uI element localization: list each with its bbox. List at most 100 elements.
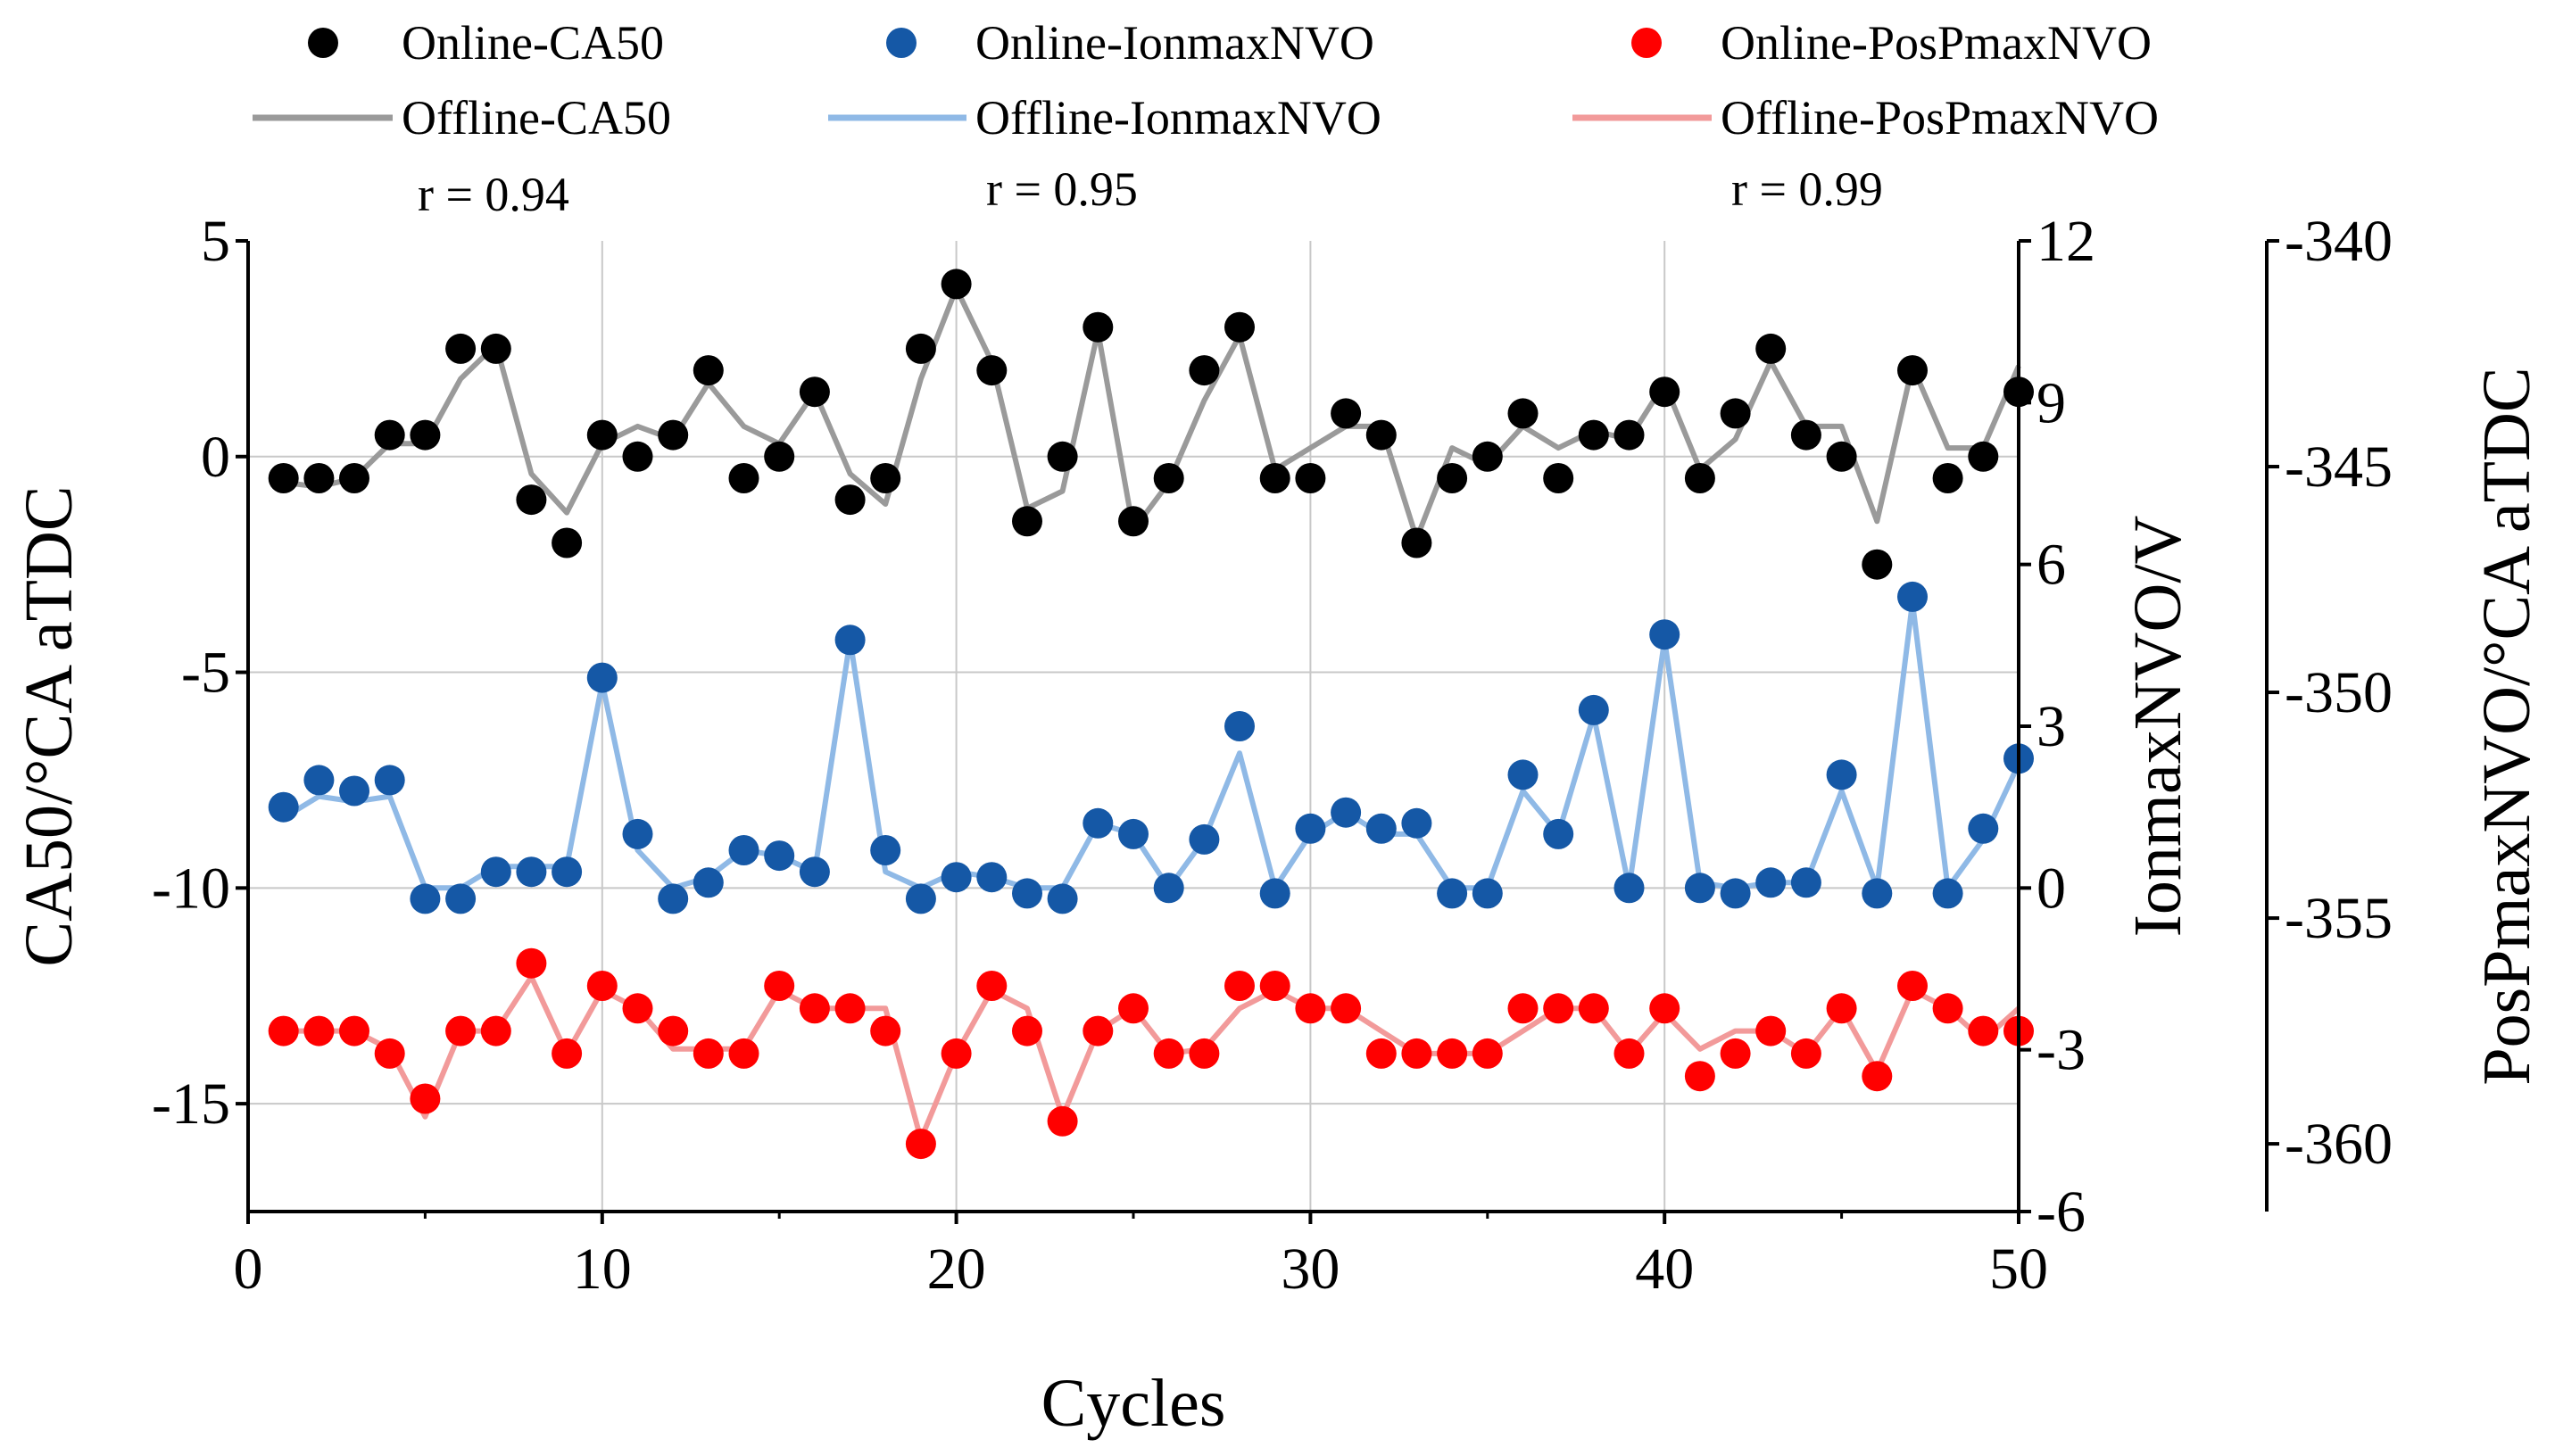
data-point-online-ionmaxnvo <box>552 856 583 888</box>
right1-y-tick-label: -6 <box>2037 1179 2086 1245</box>
left-y-tick-label: 5 <box>201 209 230 274</box>
x-tick-label: 50 <box>1989 1237 2048 1302</box>
data-point-online-ionmaxnvo <box>728 835 759 865</box>
data-point-online-pospmaxnvo <box>268 1015 299 1046</box>
data-point-online-ionmaxnvo <box>622 818 653 849</box>
x-tick-label: 20 <box>927 1237 986 1302</box>
data-point-online-ionmaxnvo <box>1613 873 1645 904</box>
data-point-online-ca50 <box>1472 441 1503 472</box>
data-point-online-pospmaxnvo <box>1649 993 1680 1024</box>
left-axis-title: CA50/°CA aTDC <box>12 485 87 966</box>
data-point-online-ionmaxnvo <box>658 883 689 914</box>
data-point-online-ca50 <box>905 333 936 364</box>
data-point-online-ca50 <box>1507 398 1539 429</box>
data-point-online-pospmaxnvo <box>693 1038 724 1069</box>
data-point-online-ionmaxnvo <box>410 883 441 914</box>
data-point-online-ionmaxnvo <box>374 765 405 796</box>
legend-marker-online-posppmaxnvo <box>1631 28 1662 58</box>
data-point-online-pospmaxnvo <box>1826 993 1857 1024</box>
data-point-online-ca50 <box>586 419 618 451</box>
data-point-online-ca50 <box>516 484 547 516</box>
left-y-tick-label: 0 <box>201 425 230 490</box>
legend-label-online-ionmaxnvo: Online-IonmaxNVO <box>975 16 1374 70</box>
data-point-online-pospmaxnvo <box>1720 1038 1751 1069</box>
data-point-online-pospmaxnvo <box>834 993 866 1024</box>
data-point-online-pospmaxnvo <box>303 1015 335 1046</box>
data-point-online-ionmaxnvo <box>268 791 299 823</box>
data-point-online-ca50 <box>303 463 335 493</box>
data-point-online-ionmaxnvo <box>1968 813 1999 844</box>
data-point-online-ca50 <box>976 355 1008 386</box>
data-point-online-ca50 <box>693 355 724 386</box>
data-point-online-ionmaxnvo <box>1932 878 1963 909</box>
legend-label-online-posppmaxnvo: Online-PosPmaxNVO <box>1721 16 2152 70</box>
data-point-online-ionmaxnvo <box>1365 813 1397 844</box>
data-point-online-ionmaxnvo <box>1507 759 1539 790</box>
data-point-online-ionmaxnvo <box>445 883 477 914</box>
data-point-online-ca50 <box>374 419 405 451</box>
data-point-online-ca50 <box>1118 506 1149 537</box>
data-point-online-ionmaxnvo <box>1118 818 1149 849</box>
data-point-online-ca50 <box>1790 419 1821 451</box>
data-point-online-pospmaxnvo <box>622 993 653 1024</box>
data-point-online-pospmaxnvo <box>516 947 547 979</box>
left-y-tick-label: -15 <box>152 1071 230 1137</box>
data-point-online-ionmaxnvo <box>905 883 936 914</box>
data-point-online-ca50 <box>339 463 369 493</box>
data-point-online-ionmaxnvo <box>1047 883 1078 914</box>
right1-y-tick-label: 3 <box>2037 694 2066 759</box>
legend-label-offline-ca50: Offline-CA50 <box>402 91 671 145</box>
data-point-online-ionmaxnvo <box>1543 818 1574 849</box>
data-point-online-ca50 <box>1968 441 1999 472</box>
data-point-online-ionmaxnvo <box>976 862 1008 893</box>
data-point-online-ionmaxnvo <box>516 856 547 888</box>
data-point-online-ionmaxnvo <box>1790 867 1821 898</box>
data-point-online-pospmaxnvo <box>1401 1038 1432 1069</box>
data-point-online-pospmaxnvo <box>941 1038 972 1069</box>
data-point-online-pospmaxnvo <box>339 1015 369 1046</box>
right1-y-tick-label: 9 <box>2037 370 2066 435</box>
legend-label-offline-ionmaxnvo: Offline-IonmaxNVO <box>975 91 1381 145</box>
legend-label-online-ca50: Online-CA50 <box>402 16 664 70</box>
data-point-online-pospmaxnvo <box>1189 1038 1220 1069</box>
data-point-online-ionmaxnvo <box>586 662 618 693</box>
x-tick-label: 10 <box>573 1237 632 1302</box>
r-value-posppmaxnvo: r = 0.99 <box>1731 162 1883 216</box>
data-point-online-pospmaxnvo <box>1365 1038 1397 1069</box>
data-point-online-ca50 <box>1932 463 1963 493</box>
legend-marker-online-ca50 <box>308 28 338 58</box>
data-point-online-pospmaxnvo <box>445 1015 477 1046</box>
x-axis-title: Cycles <box>1041 1366 1226 1441</box>
data-point-online-pospmaxnvo <box>1684 1061 1715 1092</box>
data-point-online-pospmaxnvo <box>374 1038 405 1069</box>
data-point-online-ionmaxnvo <box>1897 581 1928 612</box>
data-point-online-ca50 <box>1543 463 1574 493</box>
data-point-online-ca50 <box>480 333 511 364</box>
ticks: 0 10 20 30 40 5050-5-10-15129630-3-6-340-345-… <box>152 209 2393 1302</box>
data-point-online-ionmaxnvo <box>834 625 866 656</box>
legend: Online-CA50 Online-IonmaxNVO Online-PosP… <box>253 16 2159 221</box>
data-point-online-ca50 <box>1295 463 1326 493</box>
data-point-online-ionmaxnvo <box>1720 878 1751 909</box>
data-point-online-ca50 <box>1862 549 1893 580</box>
r-value-ionmaxnvo: r = 0.95 <box>986 162 1138 216</box>
data-point-online-ionmaxnvo <box>799 856 830 888</box>
data-point-online-ionmaxnvo <box>1826 759 1857 790</box>
x-tick-label: 30 <box>1281 1237 1340 1302</box>
right1-y-tick-label: -3 <box>2037 1018 2086 1083</box>
data-point-online-pospmaxnvo <box>480 1015 511 1046</box>
data-point-online-pospmaxnvo <box>1543 993 1574 1024</box>
data-point-online-pospmaxnvo <box>1507 993 1539 1024</box>
data-point-online-ca50 <box>1189 355 1220 386</box>
data-point-online-pospmaxnvo <box>1755 1015 1787 1046</box>
data-point-online-ionmaxnvo <box>764 840 795 872</box>
right2-axis-title: PosPmaxNVO/°CA aTDC <box>2469 367 2544 1085</box>
data-point-online-pospmaxnvo <box>1118 993 1149 1024</box>
data-point-online-pospmaxnvo <box>658 1015 689 1046</box>
data-point-online-ionmaxnvo <box>941 862 972 893</box>
data-point-online-pospmaxnvo <box>1790 1038 1821 1069</box>
right1-y-tick-label: 12 <box>2037 209 2095 274</box>
data-point-online-ca50 <box>1153 463 1184 493</box>
data-point-online-pospmaxnvo <box>799 993 830 1024</box>
